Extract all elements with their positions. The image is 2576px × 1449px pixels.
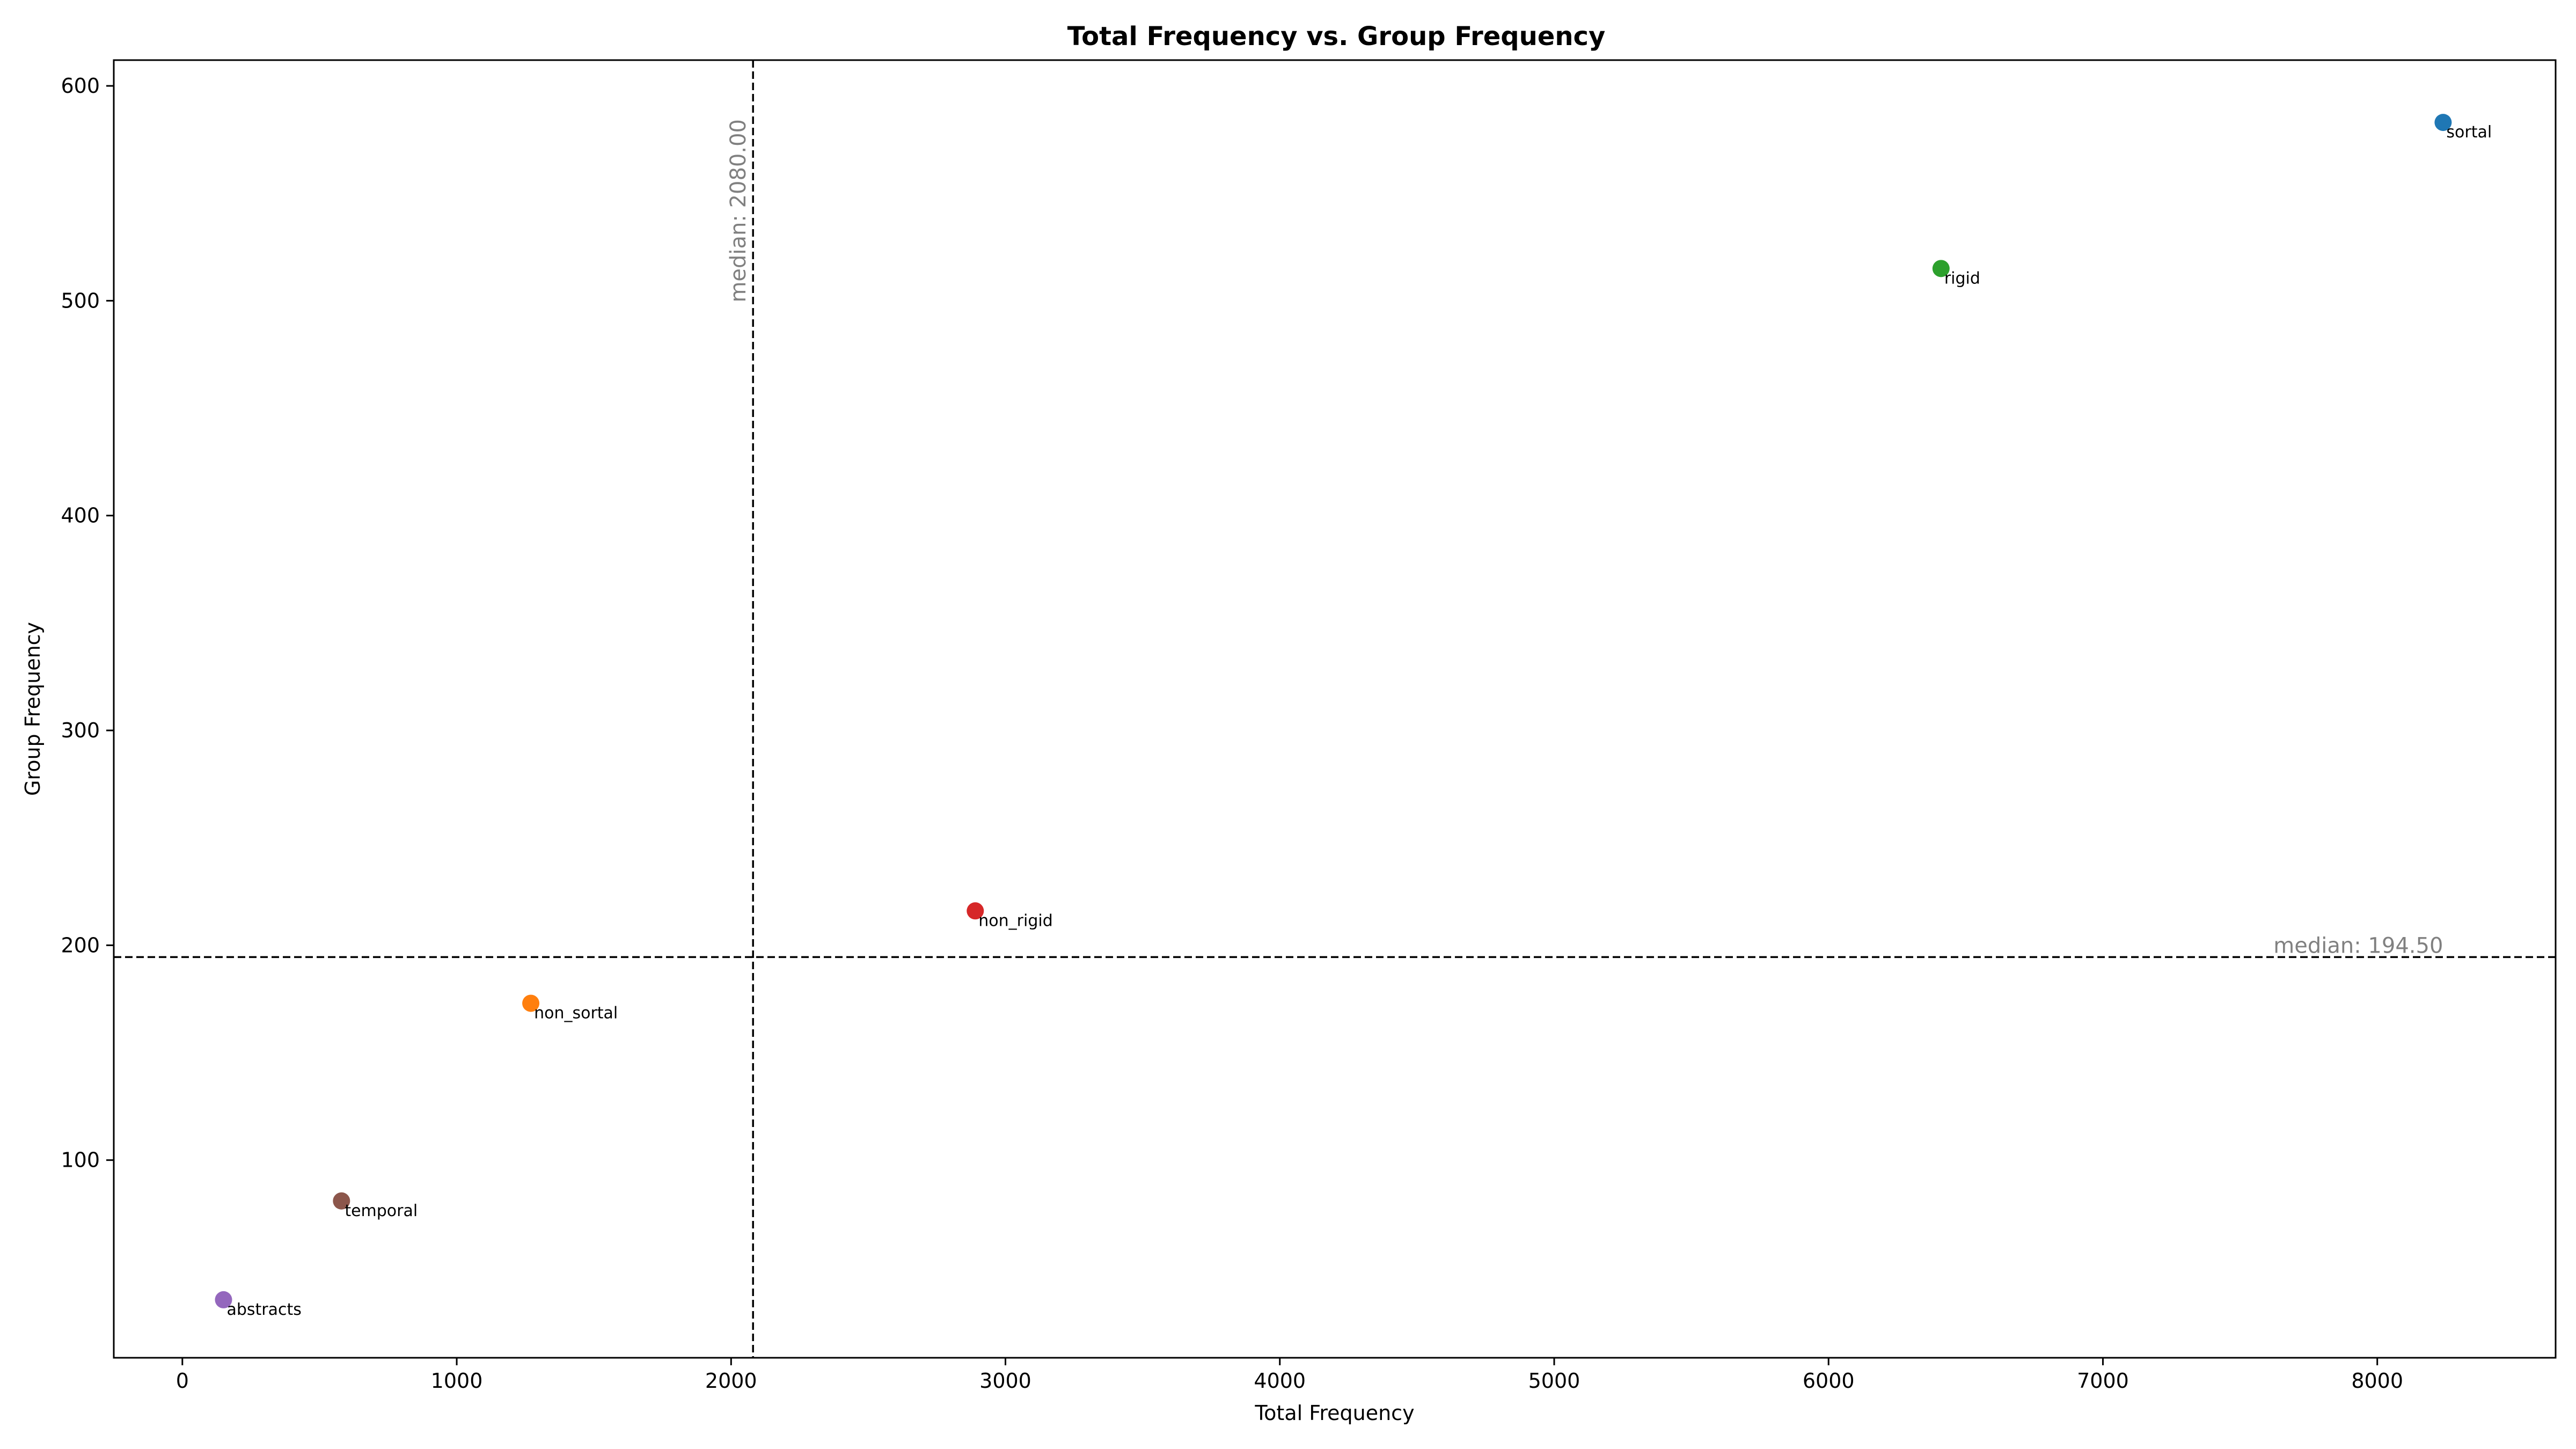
x-tick-label: 8000 xyxy=(2351,1369,2403,1393)
plot-frame xyxy=(113,59,2557,1359)
y-tick-label: 600 xyxy=(61,74,100,98)
point-rigid xyxy=(1932,260,1950,277)
x-axis-label: Total Frequency xyxy=(1254,1401,1414,1425)
x-tick-label: 0 xyxy=(176,1369,189,1393)
chart-title: Total Frequency vs. Group Frequency xyxy=(1067,21,1606,52)
point-sortal xyxy=(2434,114,2452,131)
x-tick-label: 1000 xyxy=(431,1369,483,1393)
y-tick-label: 200 xyxy=(61,933,100,957)
y-axis-label: Group Frequency xyxy=(21,622,45,796)
x-tick-label: 4000 xyxy=(1254,1369,1306,1393)
x-tick-label: 2000 xyxy=(705,1369,757,1393)
point-label-rigid: rigid xyxy=(1944,269,1980,288)
point-label-non-rigid: non_rigid xyxy=(978,911,1052,930)
plot-area: 0 1000 2000 3000 4000 5000 6000 7000 8000 100 200 3… xyxy=(61,60,2556,1393)
median-y-label: median: 194.50 xyxy=(2273,933,2443,958)
x-tick-label: 5000 xyxy=(1528,1369,1580,1393)
y-tick-label: 400 xyxy=(61,504,100,528)
point-non-sortal xyxy=(522,994,540,1012)
y-tick-label: 500 xyxy=(61,289,100,312)
point-abstracts xyxy=(215,1291,232,1308)
point-temporal xyxy=(333,1192,350,1210)
x-tick-label: 3000 xyxy=(979,1369,1031,1393)
point-label-sortal: sortal xyxy=(2446,123,2492,142)
x-tick-label: 7000 xyxy=(2077,1369,2129,1393)
y-tick-label: 100 xyxy=(61,1148,100,1172)
point-label-temporal: temporal xyxy=(345,1202,418,1220)
y-tick-label: 300 xyxy=(61,719,100,742)
point-label-non-sortal: non_sortal xyxy=(534,1004,618,1022)
point-non-rigid xyxy=(967,902,984,920)
x-tick-label: 6000 xyxy=(1803,1369,1855,1393)
point-label-abstracts: abstracts xyxy=(226,1300,301,1319)
median-x-label: median: 2080.00 xyxy=(726,119,751,303)
